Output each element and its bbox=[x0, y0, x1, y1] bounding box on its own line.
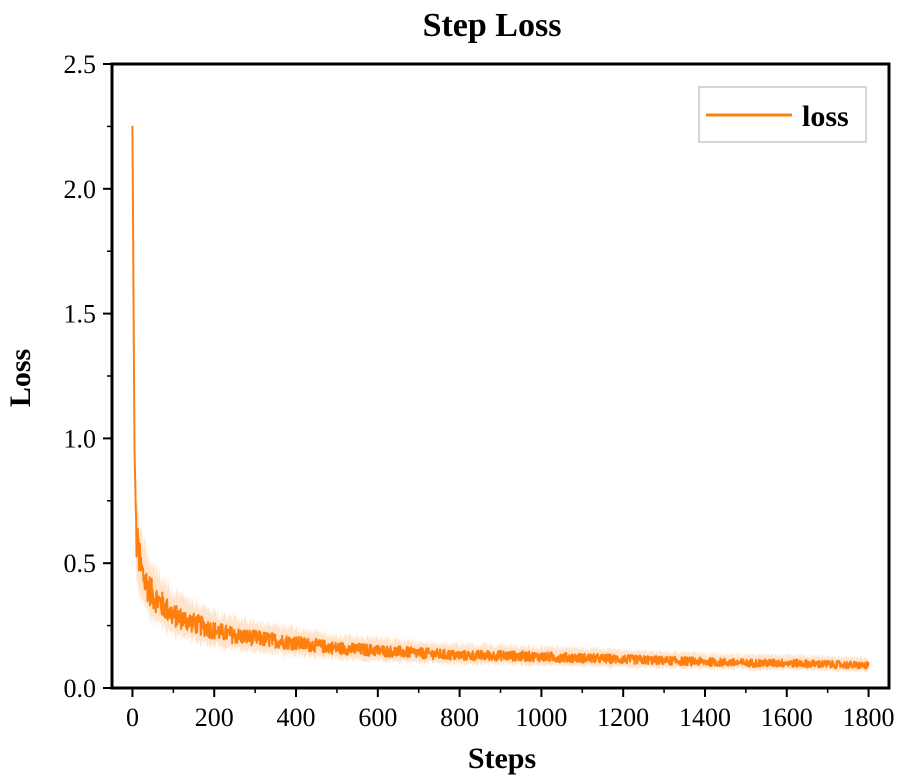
series-line-loss bbox=[131, 125, 870, 670]
y-tick-label: 0.0 bbox=[64, 674, 97, 703]
y-tick-label: 1.5 bbox=[64, 300, 97, 329]
y-axis: 0.0 0.5 1.0 1.5 2.0 2.5 bbox=[64, 50, 112, 703]
x-tick-label: 1800 bbox=[843, 703, 895, 732]
loss-noise-area bbox=[132, 122, 869, 674]
x-tick-label: 400 bbox=[277, 703, 316, 732]
legend-label-loss: loss bbox=[802, 100, 849, 133]
x-tick-label: 1600 bbox=[761, 703, 813, 732]
y-axis-label: Loss bbox=[4, 349, 37, 407]
y-tick-label: 1.0 bbox=[64, 424, 97, 453]
x-tick-label: 200 bbox=[195, 703, 234, 732]
y-tick-label: 2.0 bbox=[64, 175, 97, 204]
x-tick-label: 1400 bbox=[679, 703, 731, 732]
x-tick-label: 800 bbox=[440, 703, 479, 732]
chart-title: Step Loss bbox=[423, 7, 562, 44]
loss-noise-band bbox=[132, 122, 869, 674]
y-tick-label: 2.5 bbox=[64, 50, 97, 79]
series-layer bbox=[131, 125, 870, 670]
x-tick-label: 0 bbox=[126, 703, 139, 732]
y-tick-label: 0.5 bbox=[64, 549, 97, 578]
x-tick-label: 1200 bbox=[597, 703, 649, 732]
x-tick-label: 600 bbox=[358, 703, 397, 732]
legend: loss bbox=[698, 86, 867, 143]
plot-frame bbox=[110, 62, 891, 690]
x-axis-label: Steps bbox=[468, 742, 536, 775]
x-axis: 0 200 400 600 800 1000 1200 1400 1600 1800 bbox=[126, 688, 895, 732]
x-tick-label: 1000 bbox=[515, 703, 567, 732]
